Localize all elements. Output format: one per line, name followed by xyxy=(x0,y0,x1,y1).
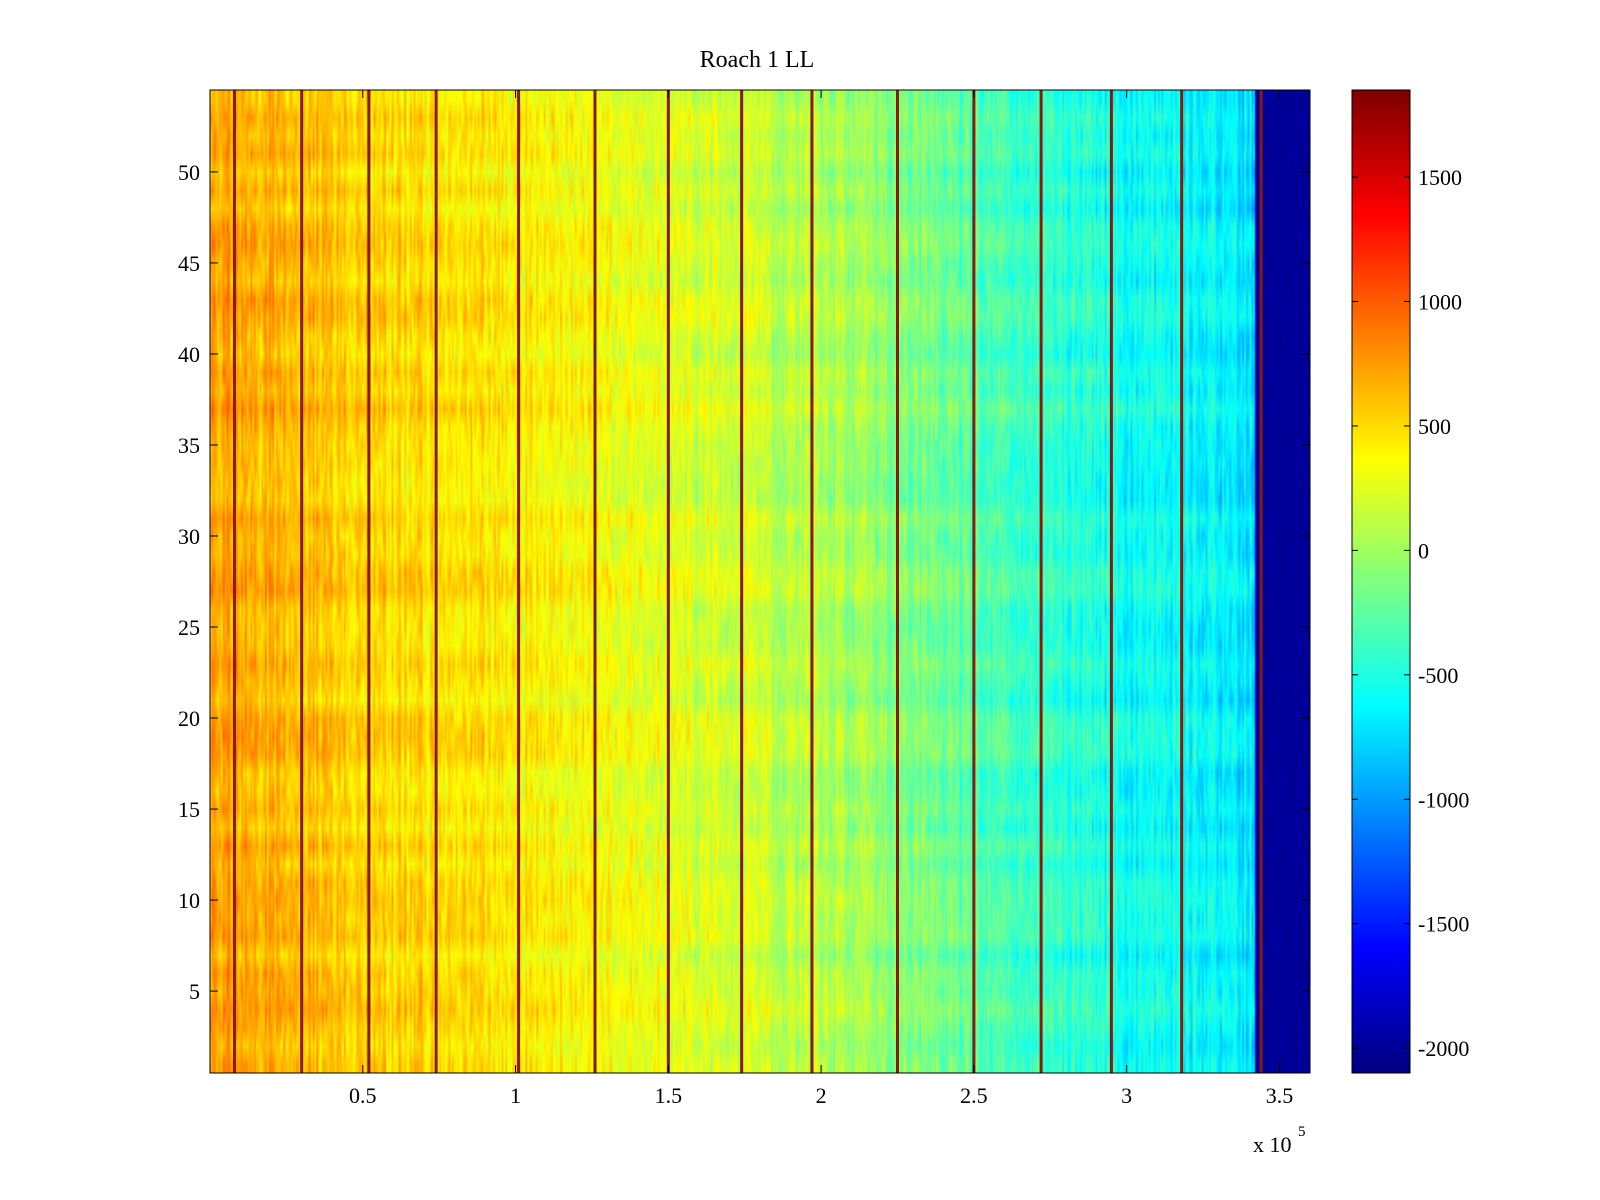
bright-column-9 xyxy=(896,90,899,1073)
bright-column-14 xyxy=(1259,90,1263,1073)
bright-column-10 xyxy=(972,90,976,1073)
y-tick-label-5: 30 xyxy=(178,524,200,549)
x-tick-label-0: 0.5 xyxy=(349,1083,377,1108)
bright-column-0 xyxy=(232,90,236,1073)
bright-column-6 xyxy=(666,90,670,1073)
heatmap-image xyxy=(210,90,1310,1073)
x-exponent-power: 5 xyxy=(1298,1124,1306,1140)
y-tick-label-0: 5 xyxy=(189,979,200,1004)
chart-title: Roach 1 LL xyxy=(700,47,815,73)
y-tick-label-1: 10 xyxy=(178,888,200,913)
bright-column-5 xyxy=(593,90,597,1073)
x-exponent-base: x 10 xyxy=(1253,1132,1292,1157)
colorbar-tick-label-3: -500 xyxy=(1418,663,1458,688)
x-axis-exponent: x 10 5 xyxy=(1253,1124,1306,1157)
colorbar-tick-label-1: -1500 xyxy=(1418,912,1469,937)
x-tick-label-3: 2 xyxy=(816,1083,827,1108)
bright-column-3 xyxy=(434,90,438,1073)
bright-column-11 xyxy=(1039,90,1043,1073)
x-tick-label-1: 1 xyxy=(510,1083,521,1108)
y-tick-label-4: 25 xyxy=(178,615,200,640)
bright-column-1 xyxy=(300,90,304,1073)
y-tick-label-3: 20 xyxy=(178,706,200,731)
colorbar-tick-label-7: 1500 xyxy=(1418,165,1462,190)
y-tick-label-2: 15 xyxy=(178,797,200,822)
y-axis-ticks: 5 10 15 20 25 30 35 40 45 50 xyxy=(178,160,1310,1004)
x-tick-label-6: 3.5 xyxy=(1266,1083,1294,1108)
colorbar-tick-label-2: -1000 xyxy=(1418,787,1469,812)
colorbar-tick-label-4: 0 xyxy=(1418,538,1429,563)
colorbar-tick-label-5: 500 xyxy=(1418,414,1451,439)
bright-column-7 xyxy=(740,90,744,1073)
colorbar: -2000 -1500 -1000 -500 0 500 1000 1500 xyxy=(1351,89,1469,1074)
bright-column-13 xyxy=(1180,90,1184,1073)
y-tick-label-7: 40 xyxy=(178,342,200,367)
bright-column-12 xyxy=(1109,90,1113,1073)
colorbar-tick-label-0: -2000 xyxy=(1418,1036,1469,1061)
y-tick-label-9: 50 xyxy=(178,160,200,185)
plot-frame xyxy=(209,89,1311,1074)
x-axis-ticks: 0.5 1 1.5 2 2.5 3 3.5 xyxy=(349,90,1293,1108)
bright-column-2 xyxy=(367,90,371,1073)
bright-columns xyxy=(232,90,1263,1073)
colorbar-ticks: -2000 -1500 -1000 -500 0 500 1000 1500 xyxy=(1352,165,1469,1061)
x-tick-label-2: 1.5 xyxy=(655,1083,683,1108)
colorbar-tick-label-6: 1000 xyxy=(1418,290,1462,315)
bright-column-8 xyxy=(810,90,814,1073)
bright-column-4 xyxy=(517,90,521,1073)
y-tick-label-6: 35 xyxy=(178,433,200,458)
x-tick-label-4: 2.5 xyxy=(960,1083,988,1108)
y-tick-label-8: 45 xyxy=(178,251,200,276)
x-tick-label-5: 3 xyxy=(1121,1083,1132,1108)
plot-area: 0.5 1 1.5 2 2.5 3 3.5 5 10 15 20 25 30 35 40 45 50 xyxy=(178,89,1311,1108)
colorbar-frame xyxy=(1351,89,1411,1074)
colorbar-gradient xyxy=(1352,90,1410,1073)
